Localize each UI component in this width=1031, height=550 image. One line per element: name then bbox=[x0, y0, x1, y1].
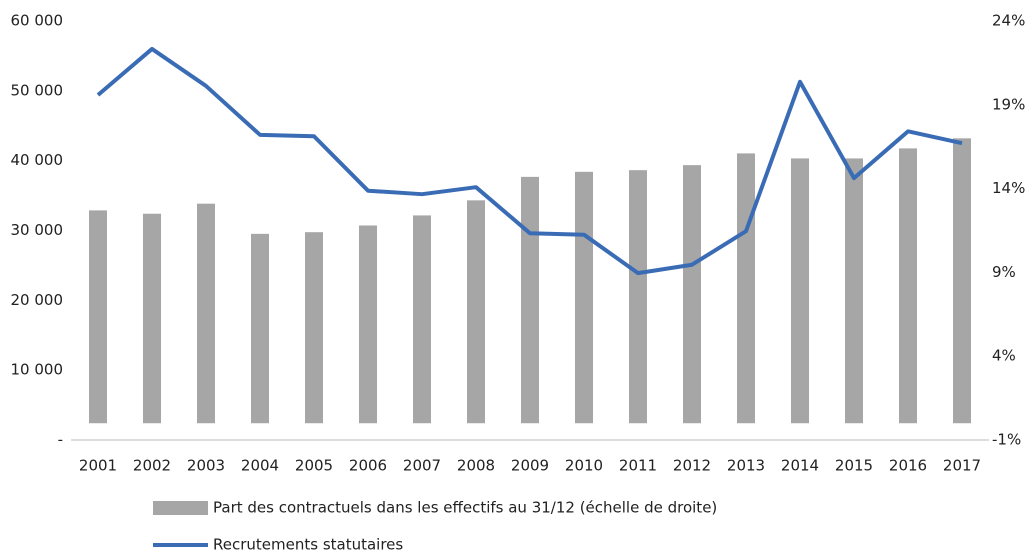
y2-tick-label: 4% bbox=[992, 347, 1016, 365]
y-tick-label: 50 000 bbox=[11, 81, 64, 99]
y-tick-label: 20 000 bbox=[11, 291, 64, 309]
x-tick-label: 2013 bbox=[727, 457, 765, 475]
legend-swatch bbox=[153, 501, 208, 515]
bar bbox=[629, 170, 647, 424]
y2-tick-label: 19% bbox=[992, 95, 1025, 113]
bar bbox=[845, 158, 863, 424]
bar bbox=[899, 148, 917, 424]
line bbox=[96, 46, 963, 276]
bar bbox=[251, 233, 269, 424]
bar bbox=[575, 171, 593, 424]
legend-label: Part des contractuels dans les effectifs… bbox=[213, 499, 717, 517]
y-tick-label: 30 000 bbox=[11, 221, 64, 239]
x-tick-label: 2009 bbox=[511, 457, 549, 475]
bar bbox=[305, 232, 323, 424]
bar bbox=[359, 225, 377, 424]
x-tick-label: 2002 bbox=[133, 457, 171, 475]
x-tick-label: 2016 bbox=[889, 457, 927, 475]
bar bbox=[197, 203, 215, 424]
x-tick-label: 2011 bbox=[619, 457, 657, 475]
y2-tick-label: 9% bbox=[992, 263, 1016, 281]
x-tick-label: 2004 bbox=[241, 457, 279, 475]
bar bbox=[521, 176, 539, 424]
x-tick-label: 2015 bbox=[835, 457, 873, 475]
x-tick-label: 2007 bbox=[403, 457, 441, 475]
legend-label: Recrutements statutaires bbox=[213, 536, 403, 550]
y2-tick-label: 24% bbox=[992, 12, 1025, 30]
y2-tick-label: 14% bbox=[992, 179, 1025, 197]
bar bbox=[413, 215, 431, 424]
x-tick-label: 2001 bbox=[79, 457, 117, 475]
x-tick-label: 2010 bbox=[565, 457, 603, 475]
bar bbox=[143, 213, 161, 424]
x-tick-label: 2017 bbox=[943, 457, 981, 475]
x-tick-label: 2014 bbox=[781, 457, 819, 475]
x-tick-label: 2008 bbox=[457, 457, 495, 475]
bar bbox=[953, 138, 971, 424]
y-tick-label: 60 000 bbox=[11, 12, 64, 30]
y-tick-label: - bbox=[58, 431, 63, 449]
bar bbox=[89, 210, 107, 424]
y2-tick-label: -1% bbox=[992, 431, 1021, 449]
bar bbox=[467, 200, 485, 424]
x-tick-label: 2005 bbox=[295, 457, 333, 475]
x-tick-label: 2012 bbox=[673, 457, 711, 475]
x-tick-label: 2003 bbox=[187, 457, 225, 475]
y-tick-label: 40 000 bbox=[11, 151, 64, 169]
bar bbox=[737, 153, 755, 424]
y-tick-label: 10 000 bbox=[11, 361, 64, 379]
bar bbox=[791, 158, 809, 424]
x-tick-label: 2006 bbox=[349, 457, 387, 475]
bar bbox=[683, 165, 701, 424]
